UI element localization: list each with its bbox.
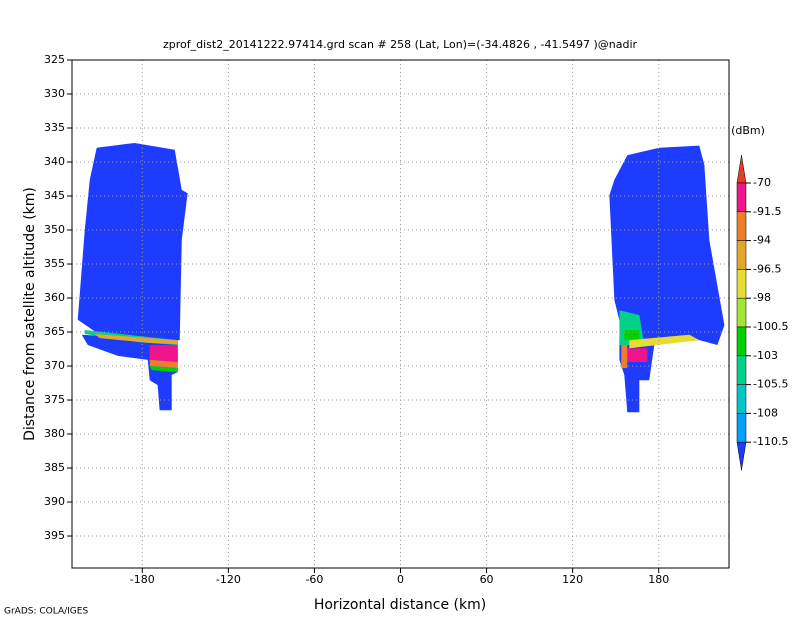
y-tick-label: 370 bbox=[44, 359, 65, 372]
field-region bbox=[621, 344, 628, 369]
y-tick-label: 385 bbox=[44, 461, 65, 474]
y-tick-label: 340 bbox=[44, 155, 65, 168]
y-tick-label: 390 bbox=[44, 495, 65, 508]
colorbar-swatch bbox=[736, 441, 747, 471]
colorbar-tick-label: -103 bbox=[753, 349, 778, 362]
x-tick-label: -180 bbox=[130, 573, 155, 586]
x-tick-label: 180 bbox=[648, 573, 669, 586]
colorbar-tick-label: -108 bbox=[753, 406, 778, 419]
colorbar-swatch bbox=[736, 269, 747, 299]
field-region bbox=[149, 366, 178, 373]
colorbar-swatch bbox=[736, 182, 747, 213]
y-tick-label: 335 bbox=[44, 121, 65, 134]
field-region bbox=[629, 334, 700, 349]
field-region bbox=[77, 142, 188, 345]
colorbar-tick-label: -110.5 bbox=[753, 435, 788, 448]
colorbar-tick-label: -98 bbox=[753, 291, 771, 304]
field-region bbox=[609, 145, 725, 345]
colorbar-label: (dBm) bbox=[731, 124, 765, 137]
field-region bbox=[94, 334, 178, 345]
colorbar-tick-label: -96.5 bbox=[753, 262, 781, 275]
field-region bbox=[627, 348, 648, 362]
colorbar-tick-label: -91.5 bbox=[753, 205, 781, 218]
colorbar-swatch bbox=[736, 297, 747, 328]
field-region bbox=[149, 344, 178, 362]
y-tick-label: 360 bbox=[44, 291, 65, 304]
y-tick-label: 345 bbox=[44, 189, 65, 202]
colorbar-swatch bbox=[736, 326, 747, 357]
colorbar-swatch bbox=[736, 154, 747, 184]
credit: GrADS: COLA/IGES bbox=[4, 607, 88, 617]
y-tick-label: 350 bbox=[44, 223, 65, 236]
x-tick-label: -60 bbox=[305, 573, 323, 586]
y-axis-label: Distance from satellite altitude (km) bbox=[22, 187, 38, 441]
y-tick-label: 395 bbox=[44, 529, 65, 542]
colorbar-tick-label: -94 bbox=[753, 234, 771, 247]
y-tick-label: 355 bbox=[44, 257, 65, 270]
y-tick-label: 330 bbox=[44, 87, 65, 100]
y-tick-label: 375 bbox=[44, 393, 65, 406]
colorbar-swatch bbox=[736, 355, 747, 385]
colorbar-tick-label: -70 bbox=[753, 176, 771, 189]
x-tick-label: 0 bbox=[397, 573, 404, 586]
y-tick-label: 380 bbox=[44, 427, 65, 440]
x-tick-label: 60 bbox=[480, 573, 494, 586]
x-axis-label: Horizontal distance (km) bbox=[314, 597, 486, 613]
colorbar-tick-label: -100.5 bbox=[753, 320, 788, 333]
colorbar-swatch bbox=[736, 384, 747, 414]
colorbar-swatch bbox=[736, 211, 747, 241]
x-tick-label: -120 bbox=[216, 573, 241, 586]
colorbar-tick-label: -105.5 bbox=[753, 378, 788, 391]
field-region bbox=[624, 329, 640, 341]
colorbar-swatch bbox=[736, 240, 747, 270]
plot-frame bbox=[71, 59, 730, 569]
chart-title: zprof_dist2_20141222.97414.grd scan # 25… bbox=[163, 38, 638, 51]
y-tick-label: 325 bbox=[44, 53, 65, 66]
y-tick-label: 365 bbox=[44, 325, 65, 338]
colorbar-swatch bbox=[736, 413, 747, 443]
x-tick-label: 120 bbox=[562, 573, 583, 586]
